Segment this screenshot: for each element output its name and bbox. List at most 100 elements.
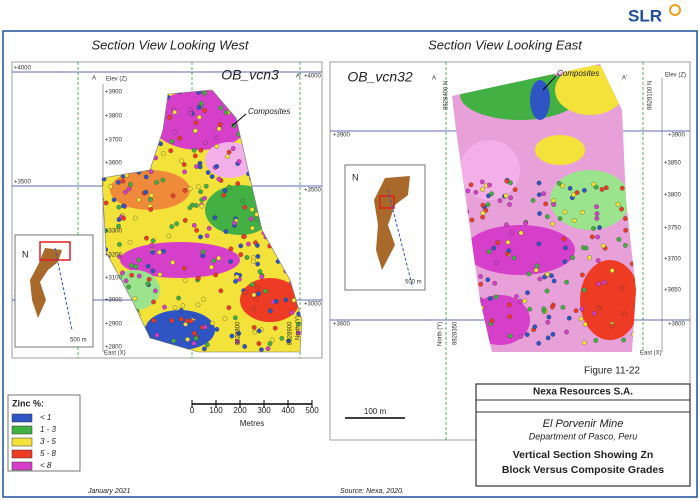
inset-scale: 500 m	[70, 338, 87, 344]
composite-dot	[184, 318, 190, 324]
composite-dot	[469, 217, 475, 223]
composite-dot	[619, 285, 625, 291]
composite-dot	[120, 178, 126, 184]
composite-dot	[478, 281, 484, 287]
composite-dot	[489, 318, 495, 324]
composite-dot	[574, 190, 580, 195]
composite-dot	[192, 153, 198, 159]
composite-dot	[136, 197, 142, 203]
composite-dot	[111, 197, 117, 203]
composite-dot	[567, 186, 573, 191]
composite-dot	[206, 226, 212, 231]
composite-dot	[240, 198, 246, 204]
scale-bar: 0 100 200 300 400 500	[190, 400, 319, 415]
grid-label: +4000	[304, 74, 322, 80]
panel-title: Section View Looking West	[91, 37, 249, 52]
section-start: A	[432, 76, 436, 82]
composite-dot	[204, 342, 210, 348]
composite-dot	[230, 146, 236, 151]
composite-dot	[202, 324, 208, 330]
composite-dot	[508, 180, 513, 186]
company: Nexa Resources S.A.	[533, 387, 633, 398]
composite-dot	[182, 278, 188, 283]
composite-dot	[296, 330, 301, 336]
composite-dot	[536, 180, 542, 186]
figure-number: Figure 11-22	[584, 366, 640, 377]
legend-swatch	[11, 437, 33, 447]
composite-dot	[228, 246, 234, 252]
annotation: Composites	[248, 107, 290, 116]
composite-dot	[213, 272, 218, 278]
composite-dot	[236, 159, 242, 164]
composite-dot	[246, 241, 251, 247]
section-start: A	[92, 76, 96, 82]
elevation-tick: +3000	[105, 298, 123, 304]
composite-dot	[178, 307, 184, 313]
composite-dot	[218, 105, 224, 111]
composite-dot	[532, 324, 538, 330]
composite-dot	[209, 174, 215, 179]
legend-swatch	[11, 425, 33, 435]
composite-dot	[196, 275, 201, 281]
composite-dot	[544, 214, 550, 220]
composite-dot	[168, 148, 174, 154]
composite-dot	[534, 263, 540, 269]
composite-dot	[172, 305, 178, 310]
composite-dot	[595, 234, 600, 240]
composite-dot	[252, 329, 257, 335]
composite-dot	[216, 176, 222, 182]
scale-label: 100 m	[364, 407, 387, 416]
composite-dot	[296, 321, 301, 327]
scale-label: 200	[233, 406, 247, 415]
composite-dot	[149, 242, 155, 248]
composite-dot	[123, 278, 129, 284]
composite-dot	[216, 126, 222, 132]
title-line: Vertical Section Showing Zn	[513, 449, 654, 461]
composite-dot	[562, 259, 568, 264]
composite-dot	[504, 222, 509, 228]
composite-dot	[121, 215, 126, 221]
composite-dot	[185, 337, 190, 342]
composite-dot	[151, 318, 157, 323]
composite-dot	[619, 185, 625, 191]
composite-dot	[493, 294, 499, 300]
composite-dot	[144, 235, 149, 241]
composite-dot	[235, 339, 240, 345]
north-arrow: N	[352, 172, 359, 182]
composite-dot	[222, 188, 228, 194]
northing-tick: 8828350	[453, 321, 459, 345]
composite-dot	[623, 243, 628, 248]
scale-label: 500	[305, 406, 319, 415]
composite-dot	[180, 303, 186, 309]
inset-highlight	[379, 195, 395, 209]
composite-dot	[233, 315, 238, 321]
composite-dot	[233, 279, 238, 284]
composite-dot	[536, 241, 542, 247]
elevation-tick: +3800	[664, 193, 682, 199]
composite-dot	[537, 276, 543, 282]
composite-dot	[587, 255, 592, 261]
composite-dot	[483, 207, 489, 213]
composite-dot	[153, 288, 158, 294]
composite-dot	[157, 272, 163, 277]
composite-dot	[259, 274, 265, 280]
composite-dot	[581, 287, 587, 293]
composite-dot	[251, 292, 257, 298]
composite-dot	[595, 258, 601, 263]
composite-dot	[486, 249, 492, 254]
composite-dot	[594, 204, 599, 210]
composite-dot	[480, 187, 485, 192]
elevation-tick: +3200	[105, 253, 123, 259]
composite-dot	[596, 305, 602, 310]
composite-dot	[171, 338, 177, 344]
grid-label: +3500	[14, 180, 32, 186]
composite-dot	[272, 325, 278, 331]
composite-dot	[251, 325, 257, 330]
composite-dot	[480, 202, 486, 208]
page-border	[2, 30, 698, 498]
composite-dot	[202, 346, 207, 352]
composite-dot	[478, 274, 483, 279]
composite-dot	[108, 184, 113, 190]
composite-dot	[580, 210, 585, 215]
composite-dot	[524, 332, 530, 338]
